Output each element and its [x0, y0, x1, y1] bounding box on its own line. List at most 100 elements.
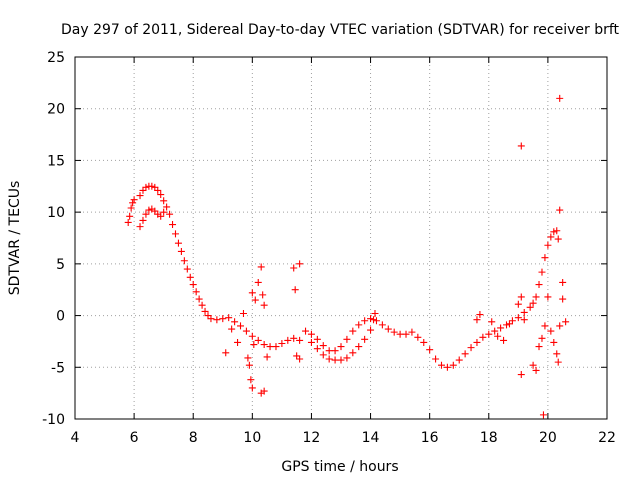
- data-point-main-track: [455, 356, 463, 364]
- data-point-scattered-points: [291, 286, 299, 294]
- x-tick-label: 16: [421, 430, 439, 446]
- chart-title: Day 297 of 2011, Sidereal Day-to-day VTE…: [61, 22, 620, 38]
- data-point-main-track: [142, 210, 150, 218]
- data-point-main-track: [177, 247, 185, 255]
- data-point-main-track: [207, 315, 215, 323]
- x-tick-label: 6: [130, 430, 139, 446]
- data-point-main-track: [390, 328, 398, 336]
- data-point-main-track: [284, 336, 292, 344]
- data-point-scattered-points: [562, 318, 570, 326]
- data-point-main-track: [443, 363, 451, 371]
- data-point-scattered-points: [234, 338, 242, 346]
- data-point-scattered-points: [250, 341, 258, 349]
- data-point-main-track: [254, 336, 262, 344]
- data-point-main-track: [278, 339, 286, 347]
- data-point-main-track: [554, 235, 562, 243]
- data-point-scattered-points: [517, 142, 525, 150]
- data-point-main-track: [129, 199, 137, 207]
- data-point-scattered-points: [559, 278, 567, 286]
- data-point-scattered-points: [228, 325, 236, 333]
- data-point-scattered-points: [541, 322, 549, 330]
- data-point-scattered-points: [473, 316, 481, 324]
- x-tick-label: 20: [539, 430, 557, 446]
- data-point-main-track: [408, 328, 416, 336]
- data-point-main-track: [166, 210, 174, 218]
- data-point-scattered-points: [296, 260, 304, 268]
- data-point-main-track: [414, 333, 422, 341]
- x-tick-label: 8: [189, 430, 198, 446]
- y-tick-label: 15: [47, 153, 65, 169]
- data-point-main-track: [237, 322, 245, 330]
- data-point-scattered-points: [263, 353, 271, 361]
- data-point-main-track: [157, 212, 165, 220]
- data-point-scattered-points: [296, 355, 304, 363]
- data-point-main-track: [142, 183, 150, 191]
- data-point-scattered-points: [259, 291, 267, 299]
- data-point-main-track: [307, 338, 315, 346]
- data-point-main-track: [491, 327, 499, 335]
- data-point-main-track: [343, 354, 351, 362]
- data-point-scattered-points: [532, 366, 540, 374]
- data-point-scattered-points: [538, 334, 546, 342]
- data-point-scattered-points: [293, 352, 301, 360]
- data-point-main-track: [370, 316, 378, 324]
- data-point-scattered-points: [535, 343, 543, 351]
- data-point-main-track: [319, 351, 327, 359]
- data-point-main-track: [148, 182, 156, 190]
- data-point-main-track: [151, 183, 159, 191]
- data-point-main-track: [529, 299, 537, 307]
- data-point-main-track: [160, 197, 168, 205]
- data-point-main-track: [319, 342, 327, 350]
- data-point-main-track: [313, 345, 321, 353]
- data-point-main-track: [242, 327, 250, 335]
- y-tick-label: -5: [51, 360, 65, 376]
- data-point-main-track: [307, 330, 315, 338]
- data-point-main-track: [126, 212, 134, 220]
- data-point-main-track: [171, 230, 179, 238]
- data-point-main-track: [508, 317, 516, 325]
- data-point-main-track: [313, 335, 321, 343]
- data-point-main-track: [189, 281, 197, 289]
- data-point-main-track: [231, 318, 239, 326]
- data-point-main-track: [154, 186, 162, 194]
- data-point-main-track: [497, 324, 505, 332]
- data-point-main-track: [169, 221, 177, 229]
- data-point-main-track: [136, 223, 144, 231]
- data-point-main-track: [367, 315, 375, 323]
- data-point-main-track: [198, 301, 206, 309]
- y-tick-label: -10: [42, 412, 65, 428]
- data-point-scattered-points: [556, 322, 564, 330]
- data-point-main-track: [520, 308, 528, 316]
- data-point-main-track: [160, 208, 168, 216]
- data-point-main-track: [535, 281, 543, 289]
- data-point-main-track: [260, 341, 268, 349]
- y-tick-label: 0: [56, 309, 65, 325]
- data-point-scattered-points: [520, 316, 528, 324]
- data-point-scattered-points: [500, 336, 508, 344]
- data-point-main-track: [547, 233, 555, 241]
- data-point-main-track: [183, 265, 191, 273]
- data-point-main-track: [432, 355, 440, 363]
- data-point-main-track: [272, 343, 280, 351]
- data-point-main-track: [343, 335, 351, 343]
- data-point-main-track: [248, 332, 256, 340]
- data-point-main-track: [325, 347, 333, 355]
- grid-lines: [75, 57, 607, 419]
- data-point-main-track: [337, 356, 345, 364]
- data-point-scattered-points: [476, 311, 484, 319]
- x-tick-label: 14: [362, 430, 380, 446]
- data-point-main-track: [337, 343, 345, 351]
- data-point-main-track: [157, 191, 165, 199]
- data-point-scattered-points: [559, 295, 567, 303]
- data-point-main-track: [467, 344, 475, 352]
- data-point-scattered-points: [554, 358, 562, 366]
- data-point-main-track: [473, 338, 481, 346]
- data-point-main-track: [355, 343, 363, 351]
- data-point-main-track: [503, 321, 511, 329]
- data-point-main-track: [553, 227, 561, 235]
- data-point-scattered-points: [547, 327, 555, 335]
- data-point-main-track: [526, 303, 534, 311]
- data-point-scattered-points: [260, 301, 268, 309]
- data-point-main-track: [371, 310, 379, 318]
- data-point-scattered-points: [556, 206, 564, 214]
